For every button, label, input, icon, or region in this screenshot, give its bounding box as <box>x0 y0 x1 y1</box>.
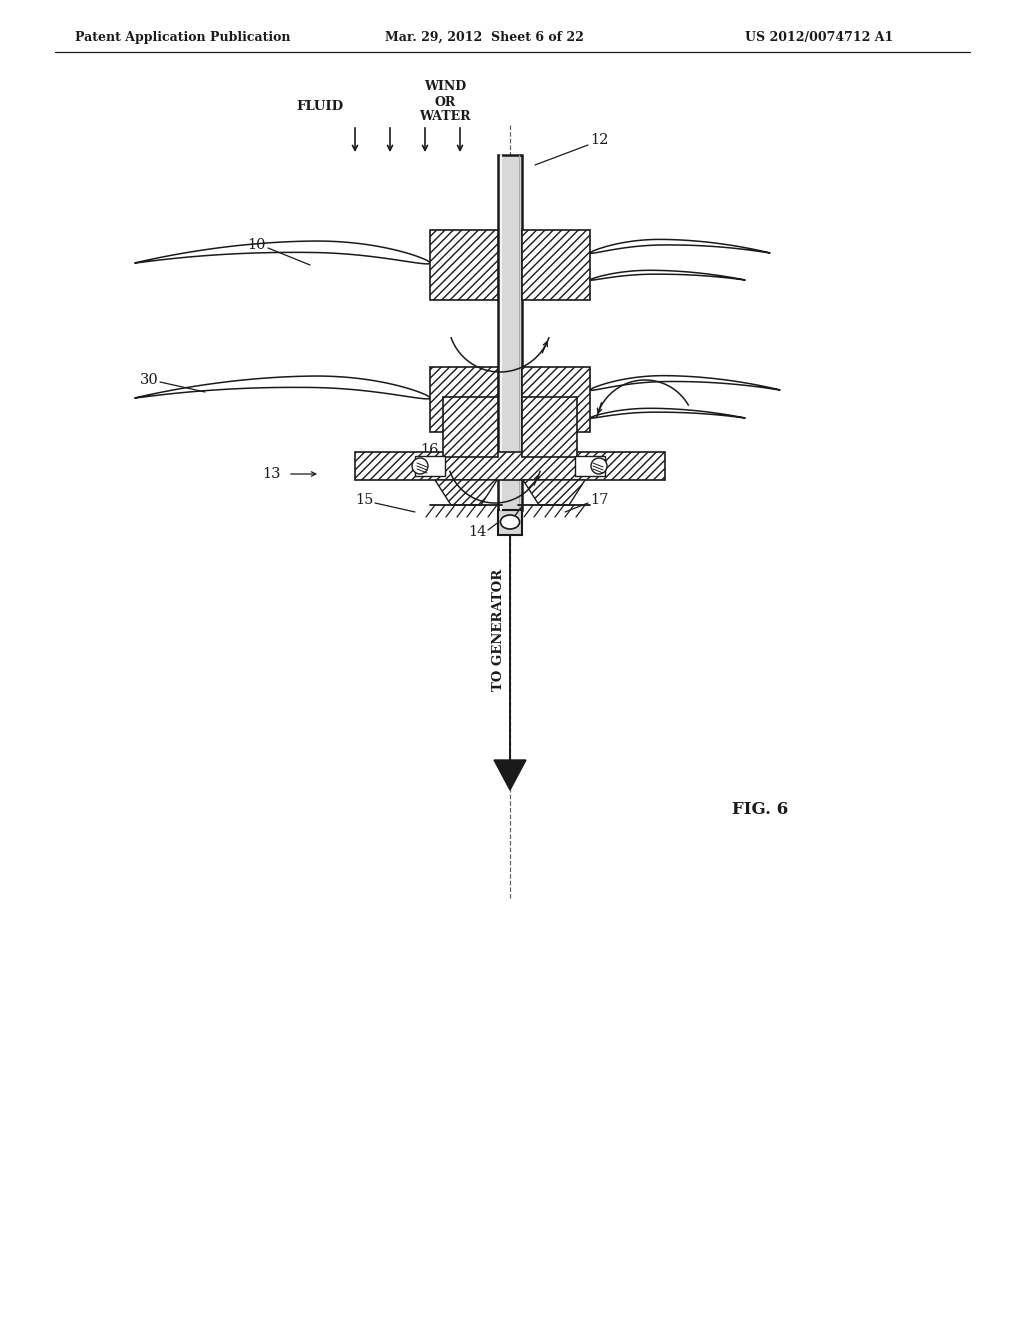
Bar <box>498 510 522 535</box>
Text: Patent Application Publication: Patent Application Publication <box>75 30 291 44</box>
Text: 17: 17 <box>590 492 608 507</box>
Bar <box>355 451 665 480</box>
Polygon shape <box>590 376 780 391</box>
Polygon shape <box>590 408 745 418</box>
Text: FLUID: FLUID <box>296 100 344 114</box>
Text: 16: 16 <box>420 444 438 457</box>
Text: 15: 15 <box>355 492 374 507</box>
Bar <box>522 367 590 432</box>
Text: 10: 10 <box>247 238 265 252</box>
Text: FIG. 6: FIG. 6 <box>732 801 788 818</box>
Circle shape <box>412 458 428 474</box>
Text: 13: 13 <box>262 467 281 480</box>
Text: TO GENERATOR: TO GENERATOR <box>492 569 505 692</box>
Bar <box>430 367 498 432</box>
Text: Mar. 29, 2012  Sheet 6 of 22: Mar. 29, 2012 Sheet 6 of 22 <box>385 30 584 44</box>
Bar <box>522 230 590 300</box>
Ellipse shape <box>501 515 519 529</box>
Polygon shape <box>590 239 770 253</box>
Bar <box>522 397 577 457</box>
Polygon shape <box>435 480 497 506</box>
Bar <box>415 455 445 477</box>
Bar <box>498 154 522 510</box>
Polygon shape <box>135 376 430 399</box>
Polygon shape <box>590 271 745 280</box>
Circle shape <box>591 458 607 474</box>
Bar <box>443 397 498 457</box>
Text: 12: 12 <box>590 133 608 147</box>
Bar <box>575 455 605 477</box>
Text: WIND
OR
WATER: WIND OR WATER <box>419 81 471 124</box>
Bar <box>430 230 498 300</box>
Text: 14: 14 <box>468 525 486 539</box>
Polygon shape <box>494 760 526 789</box>
Text: US 2012/0074712 A1: US 2012/0074712 A1 <box>745 30 893 44</box>
Polygon shape <box>135 242 430 264</box>
Text: 30: 30 <box>140 374 159 387</box>
Polygon shape <box>523 480 585 506</box>
